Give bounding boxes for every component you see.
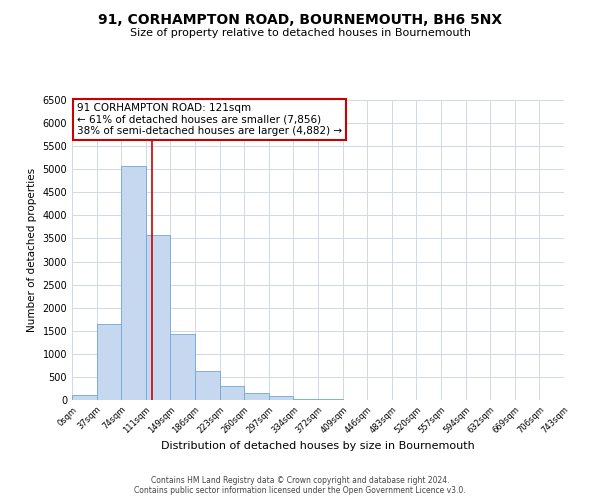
Bar: [97, 324, 121, 400]
Bar: [220, 386, 244, 400]
Text: Contains public sector information licensed under the Open Government Licence v3: Contains public sector information licen…: [134, 486, 466, 495]
Text: 91, CORHAMPTON ROAD, BOURNEMOUTH, BH6 5NX: 91, CORHAMPTON ROAD, BOURNEMOUTH, BH6 5N…: [98, 12, 502, 26]
Bar: [195, 372, 220, 400]
Text: 91 CORHAMPTON ROAD: 121sqm
← 61% of detached houses are smaller (7,856)
38% of s: 91 CORHAMPTON ROAD: 121sqm ← 61% of deta…: [77, 103, 342, 136]
Bar: [146, 235, 170, 400]
X-axis label: Distribution of detached houses by size in Bournemouth: Distribution of detached houses by size …: [161, 440, 475, 450]
Bar: [72, 396, 97, 400]
Y-axis label: Number of detached properties: Number of detached properties: [27, 168, 37, 332]
Text: Contains HM Land Registry data © Crown copyright and database right 2024.: Contains HM Land Registry data © Crown c…: [151, 476, 449, 485]
Bar: [121, 166, 146, 400]
Bar: [318, 399, 343, 400]
Bar: [170, 334, 195, 400]
Text: Size of property relative to detached houses in Bournemouth: Size of property relative to detached ho…: [130, 28, 470, 38]
Bar: [269, 396, 293, 400]
Bar: [244, 393, 269, 400]
Bar: [293, 398, 318, 400]
